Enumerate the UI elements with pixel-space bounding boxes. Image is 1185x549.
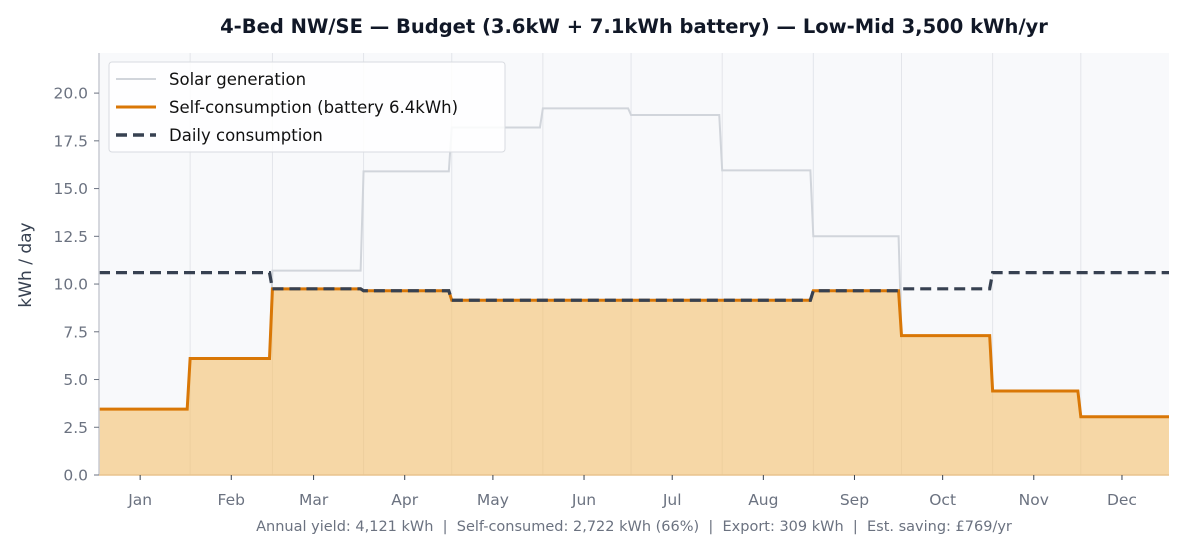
y-tick-label: 7.5 <box>63 323 88 341</box>
x-tick-label-apr: Apr <box>391 491 418 509</box>
legend-label-self-consumption: Self-consumption (battery 6.4kWh) <box>169 98 458 117</box>
y-tick-label: 20.0 <box>53 85 88 103</box>
y-tick-label: 10.0 <box>53 276 88 294</box>
x-tick-label-nov: Nov <box>1019 491 1049 509</box>
x-tick-label-may: May <box>477 491 509 509</box>
y-tick-label: 5.0 <box>63 371 88 389</box>
legend: Solar generation Self-consumption (batte… <box>108 61 506 153</box>
legend-label-solar: Solar generation <box>169 70 306 89</box>
y-tick-label: 0.0 <box>63 467 88 485</box>
y-tick-label: 2.5 <box>63 419 88 437</box>
x-tick-label-aug: Aug <box>748 491 778 509</box>
y-tick-label: 17.5 <box>53 132 88 150</box>
x-tick-label-dec: Dec <box>1107 491 1137 509</box>
summary-footer: Annual yield: 4,121 kWh | Self-consumed:… <box>256 519 1012 535</box>
x-tick-label-sep: Sep <box>840 491 869 509</box>
y-tick-label: 15.0 <box>53 180 88 198</box>
x-tick-label-oct: Oct <box>929 491 956 509</box>
legend-label-consumption: Daily consumption <box>169 126 323 145</box>
x-tick-label-jun: Jun <box>571 491 596 509</box>
x-tick-label-jul: Jul <box>662 491 682 509</box>
y-axis-label: kWh / day <box>16 222 36 307</box>
x-tick-label-feb: Feb <box>218 491 245 509</box>
x-tick-label-mar: Mar <box>299 491 329 509</box>
daily-consumption-line <box>99 270 1169 302</box>
x-tick-label-jan: Jan <box>127 491 152 509</box>
chart-title: 4-Bed NW/SE — Budget (3.6kW + 7.1kWh bat… <box>220 15 1048 38</box>
y-tick-label: 12.5 <box>53 228 88 246</box>
